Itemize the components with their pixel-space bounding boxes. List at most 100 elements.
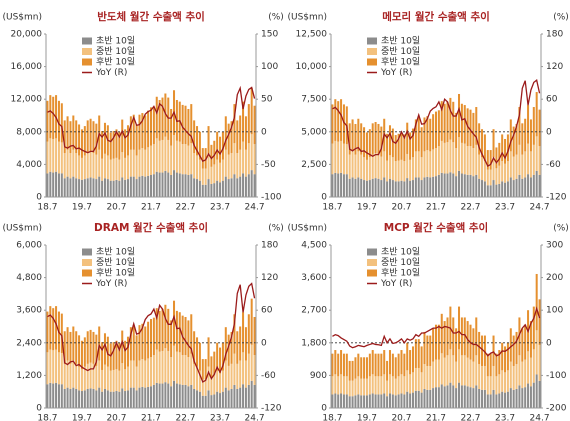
bar-segment: [340, 350, 343, 375]
bar-segment: [101, 158, 104, 181]
bar-segment: [386, 396, 389, 408]
y2-tick-label: 0: [261, 338, 267, 348]
bar-segment: [342, 174, 345, 197]
bar-segment: [478, 388, 481, 408]
bar-segment: [432, 361, 435, 389]
bar-segment: [391, 128, 394, 158]
bar-segment: [411, 392, 414, 408]
bar-segment: [357, 151, 360, 178]
bar-segment: [495, 353, 498, 377]
bar-segment: [512, 126, 515, 157]
bar-segment: [337, 141, 340, 174]
bar-segment: [455, 388, 458, 408]
bar-segment: [504, 182, 507, 197]
bar-segment: [377, 123, 380, 155]
bar-segment: [518, 355, 521, 386]
bar-segment: [121, 330, 124, 364]
bar-segment: [112, 130, 115, 159]
bar-segment: [469, 146, 472, 175]
bar-segment: [60, 173, 63, 197]
bar-segment: [452, 355, 455, 386]
bar-segment: [535, 92, 538, 137]
bar-segment: [149, 107, 153, 146]
bar-segment: [406, 391, 409, 408]
bar-segment: [250, 344, 253, 381]
bar-segment: [432, 149, 435, 177]
bar-segment: [483, 365, 486, 390]
bar-segment: [239, 176, 242, 197]
y-tick-label: 10,000: [296, 62, 328, 72]
bar-segment: [63, 178, 66, 197]
bar-segment: [239, 115, 242, 150]
bar-segment: [501, 342, 504, 371]
bar-segment: [498, 165, 501, 184]
bar-segment: [443, 386, 446, 408]
bar-segment: [363, 395, 366, 408]
bar-segment: [527, 143, 530, 175]
legend-swatch: [82, 37, 92, 45]
bar-segment: [411, 128, 414, 158]
legend-swatch: [82, 269, 92, 277]
bar-segment: [55, 138, 58, 172]
bar-segment: [152, 106, 155, 145]
bar-segment: [244, 149, 247, 177]
bar-segment: [129, 116, 132, 150]
bar-segment: [391, 353, 394, 377]
bar-segment: [135, 390, 138, 408]
legend-swatch: [367, 259, 377, 266]
bar-segment: [357, 118, 360, 152]
bar-segment: [190, 353, 193, 385]
bar-segment: [524, 387, 527, 408]
x-tick-label: 24.7: [245, 203, 265, 213]
bar-segment: [184, 105, 187, 145]
bar-segment: [509, 361, 512, 389]
bar-segment: [463, 105, 466, 144]
bar-segment: [239, 326, 242, 361]
bar-segment: [80, 391, 83, 408]
y2-tick-label: 0: [546, 338, 552, 348]
bar-segment: [221, 391, 224, 408]
bar-segment: [106, 366, 109, 391]
bar-segment: [434, 359, 438, 388]
y2-tick-label: 60: [546, 95, 558, 105]
bar-segment: [397, 133, 400, 161]
bar-segment: [230, 363, 233, 389]
bar-segment: [458, 93, 461, 138]
bar-segment: [348, 178, 351, 197]
bar-segment: [368, 394, 371, 408]
bar-segment: [440, 313, 443, 354]
bar-segment: [86, 120, 89, 153]
bar-segment: [49, 171, 52, 197]
bar-segment: [103, 122, 106, 154]
bar-segment: [363, 157, 366, 181]
bar-segment: [423, 151, 426, 178]
y2-tick-label: 0: [546, 127, 552, 137]
x-tick-label: 20.7: [106, 414, 126, 421]
x-tick-label: 20.7: [391, 203, 411, 213]
bar-segment: [463, 174, 466, 197]
bar-segment: [527, 383, 530, 408]
bar-segment: [426, 389, 429, 408]
bar-segment: [342, 143, 345, 175]
bar-segment: [57, 384, 60, 408]
bar-segment: [400, 393, 403, 408]
bar-segment: [175, 383, 178, 408]
y-tick-label: 8,000: [16, 127, 42, 137]
bar-segment: [124, 340, 127, 370]
bar-segment: [170, 357, 173, 387]
bar-segment: [181, 174, 184, 197]
bar-segment: [201, 168, 204, 185]
bar-segment: [342, 376, 345, 395]
bar-segment: [118, 391, 121, 408]
y-tick-label: 900: [310, 371, 327, 381]
bar-segment: [512, 156, 515, 181]
bar-segment: [463, 143, 466, 175]
bar-segment: [89, 329, 92, 363]
bar-segment: [365, 159, 368, 181]
bar-segment: [400, 180, 403, 197]
bar-segment: [141, 359, 144, 387]
bar-segment: [377, 353, 380, 377]
bar-segment: [219, 182, 222, 197]
x-tick-label: 24.7: [530, 414, 550, 421]
bar-segment: [458, 137, 461, 171]
